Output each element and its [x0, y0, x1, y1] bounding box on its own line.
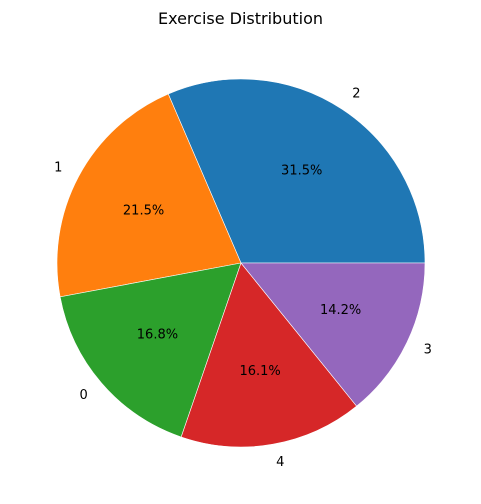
pie-slice-3 [240, 262, 426, 407]
pie-slices [56, 78, 426, 448]
chart-title: Exercise Distribution [158, 9, 323, 28]
slice-percent-4: 16.1% [239, 364, 280, 379]
slice-label-3: 3 [424, 343, 432, 358]
pie-slice-0 [59, 262, 242, 438]
pie-slice-2 [167, 78, 426, 264]
slice-label-4: 4 [276, 455, 284, 470]
slice-percent-2: 31.5% [281, 163, 322, 178]
slice-label-0: 0 [80, 388, 88, 403]
pie-labels: 2 31.5% 1 21.5% 0 16.8% 4 16.1% 3 14.2% [54, 86, 432, 469]
slice-label-1: 1 [54, 160, 62, 175]
pie-slice-4 [180, 262, 358, 448]
slice-percent-3: 14.2% [320, 303, 361, 318]
slice-label-2: 2 [352, 86, 360, 101]
slice-percent-0: 16.8% [137, 328, 178, 343]
pie-slice-1 [56, 93, 242, 298]
slice-percent-1: 21.5% [123, 204, 164, 219]
